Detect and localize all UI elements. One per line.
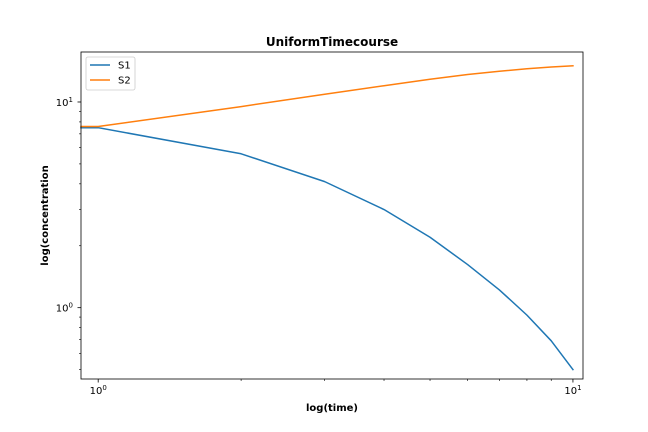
x-tick-label-base: 10	[90, 386, 103, 397]
chart-title: UniformTimecourse	[266, 35, 398, 49]
x-tick-label-base: 10	[564, 386, 577, 397]
x-axis-label: log(time)	[306, 403, 358, 414]
x-tick-label: 101	[564, 384, 581, 397]
plot-area	[81, 52, 583, 379]
y-tick-label-base: 10	[56, 304, 69, 315]
series-line-s2	[80, 64, 574, 128]
plot-frame	[80, 51, 584, 380]
y-tick-label-base: 10	[56, 98, 69, 109]
y-tick-label: 101	[56, 96, 73, 109]
x-tick-label: 100	[90, 384, 107, 397]
x-tick-label-exponent: 1	[577, 384, 581, 392]
legend-label-s2: S2	[118, 76, 131, 87]
x-tick-label-exponent: 0	[102, 384, 106, 392]
y-tick-label: 100	[56, 302, 73, 315]
y-axis-label: log(concentration	[40, 165, 51, 265]
series-line-s1	[80, 126, 574, 371]
y-tick-label-exponent: 0	[69, 302, 73, 310]
y-tick-label-exponent: 1	[69, 96, 73, 104]
legend-label-s1: S1	[118, 61, 131, 72]
series-layer	[80, 64, 574, 371]
